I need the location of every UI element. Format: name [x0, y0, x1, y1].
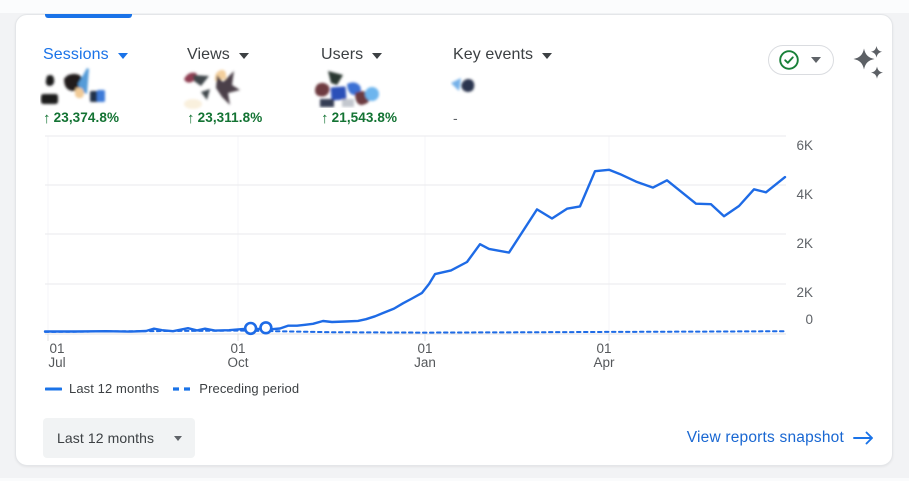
x-axis-tick-day: 01 [596, 341, 611, 356]
y-axis-tick-label: 2K [796, 236, 813, 251]
metric-tab-head[interactable]: Users [321, 44, 383, 66]
metric-change-value: 21,543.8% [331, 110, 398, 125]
x-axis-tick-day: 01 [417, 341, 432, 356]
metric-change-value: - [453, 110, 458, 126]
snapshot-link-label: View reports snapshot [686, 429, 844, 446]
chevron-down-icon [811, 57, 821, 63]
y-axis-tick-label: 2K [796, 285, 813, 300]
redacted-value-users [315, 71, 379, 107]
view-reports-snapshot-link[interactable]: View reports snapshot [687, 429, 875, 447]
data-point-marker[interactable] [259, 321, 273, 335]
legend-item-preceding: Preceding period [172, 381, 299, 396]
chevron-down-icon [238, 53, 249, 59]
redacted-value-key-events [451, 78, 475, 92]
metric-tab-label: Views [187, 46, 230, 63]
selected-tab-indicator [45, 14, 132, 18]
x-axis-tick-day: 01 [49, 341, 64, 356]
y-axis-tick-label: 0 [805, 312, 813, 327]
chevron-down-icon [174, 435, 182, 441]
metric-tab-label: Users [321, 46, 364, 63]
metric-tab-head[interactable]: Sessions [43, 44, 128, 66]
x-axis-tick-month: Apr [593, 355, 615, 370]
up-arrow-icon: ↑ [321, 110, 329, 127]
x-axis-tick-month: Jul [48, 355, 65, 370]
page-bottom-strip [0, 478, 909, 481]
chart-legend: Last 12 months Preceding period [45, 381, 299, 396]
metric-tab-label: Key events [453, 46, 534, 63]
metric-tab-key-events[interactable]: Key events - [453, 44, 553, 126]
checkmark-dropdown-button[interactable] [768, 45, 834, 75]
series-solid [43, 168, 787, 333]
metric-tab-head[interactable]: Key events [453, 44, 553, 66]
chevron-down-icon [117, 53, 128, 59]
legend-label: Last 12 months [69, 381, 160, 396]
chevron-down-icon [542, 53, 553, 59]
y-axis-tick-label: 4K [796, 187, 813, 202]
legend-solid-line-icon [45, 387, 62, 390]
metric-change: - [453, 110, 458, 126]
metric-change: ↑ 23,311.8% [187, 110, 262, 127]
up-arrow-icon: ↑ [187, 110, 195, 127]
legend-dashed-line-icon [173, 386, 192, 391]
redacted-value-views [184, 69, 240, 109]
x-axis-tick-month: Oct [227, 355, 248, 370]
series-dashed [44, 329, 785, 334]
x-axis-tick-month: Jan [414, 355, 436, 370]
analytics-overview-card: Sessions ↑ 23,374.8% Views ↑ 23,311.8% Use… [15, 14, 893, 466]
insights-sparkle-icon[interactable] [849, 43, 885, 79]
metric-change-value: 23,374.8% [53, 110, 120, 125]
metric-tab-views[interactable]: Views ↑ 23,311.8% [187, 44, 262, 127]
date-range-label: Last 12 months [57, 430, 155, 446]
date-range-dropdown[interactable]: Last 12 months [43, 418, 195, 458]
up-arrow-icon: ↑ [43, 110, 51, 127]
metric-tab-head[interactable]: Views [187, 44, 249, 66]
arrow-right-icon [853, 431, 873, 445]
metric-tab-label: Sessions [43, 46, 109, 63]
check-circle-icon [779, 50, 799, 70]
y-axis-tick-label: 6K [796, 138, 813, 153]
legend-label: Preceding period [199, 381, 300, 396]
chevron-down-icon [372, 53, 383, 59]
data-point-marker[interactable] [243, 321, 258, 336]
page-top-strip [0, 0, 909, 13]
metric-change: ↑ 21,543.8% [321, 110, 397, 127]
redacted-value-sessions [41, 68, 105, 104]
metric-change-value: 23,311.8% [197, 110, 263, 125]
metric-tab-sessions[interactable]: Sessions ↑ 23,374.8% [43, 44, 128, 127]
x-axis-tick-day: 01 [230, 341, 245, 356]
metric-tab-users[interactable]: Users ↑ 21,543.8% [321, 44, 397, 127]
metric-change: ↑ 23,374.8% [43, 110, 119, 127]
